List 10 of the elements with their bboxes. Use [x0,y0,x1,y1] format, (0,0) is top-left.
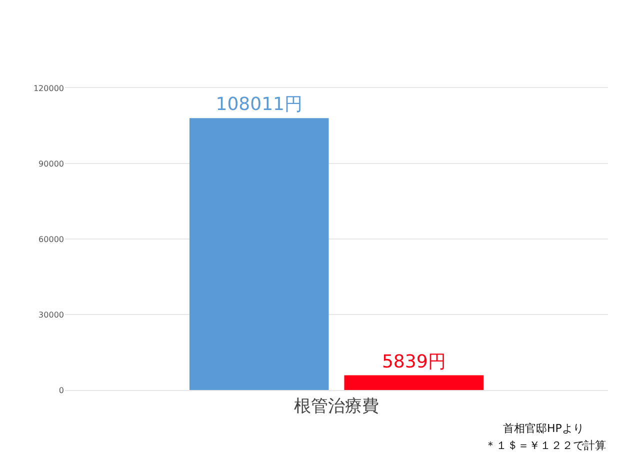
data-label: 5839円 [382,351,446,372]
data-label: 108011円 [216,94,302,116]
y-tick-label: 120000 [33,84,64,93]
y-tick-label: 60000 [38,234,64,244]
x-tick-label: 根管治療費 [294,396,379,416]
text: ＊１＄＝￥１２２で計算 [485,439,606,452]
y-tick-label: 90000 [38,159,64,168]
text: 首相官邸HPより [503,422,584,435]
y-tick-label: 0 [58,386,64,395]
y-tick-label: 30000 [38,310,64,320]
